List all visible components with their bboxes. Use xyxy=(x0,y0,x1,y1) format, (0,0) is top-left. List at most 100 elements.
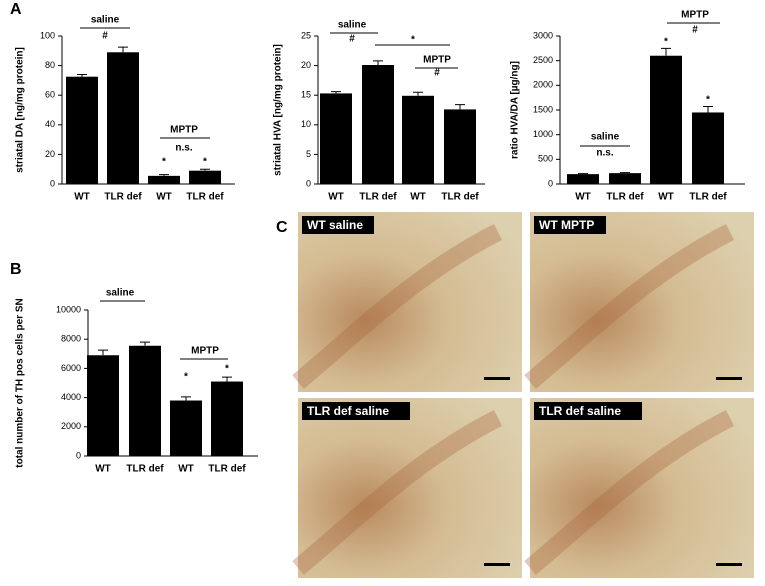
micrograph-label: TLR def saline xyxy=(539,404,621,418)
error-bar xyxy=(181,397,191,401)
annotation: * xyxy=(706,95,710,106)
panel-label: C xyxy=(276,219,288,236)
x-tick-label: TLR def xyxy=(441,192,479,203)
y-tick-label: 0 xyxy=(548,178,553,188)
error-bar xyxy=(331,92,341,94)
annotation: # xyxy=(102,31,108,42)
x-tick-label: TLR def xyxy=(606,192,644,203)
error-bar xyxy=(77,74,87,76)
x-tick-label: TLR def xyxy=(186,192,224,203)
bar xyxy=(567,174,599,184)
y-tick-label: 20 xyxy=(301,60,311,70)
y-tick-label: 5 xyxy=(306,149,311,159)
y-axis-label: striatal DA [ng/mg protein] xyxy=(15,47,26,173)
y-tick-label: 15 xyxy=(301,90,311,100)
y-tick-label: 4000 xyxy=(61,392,81,402)
x-tick-label: WT xyxy=(328,192,344,203)
y-tick-label: 100 xyxy=(40,30,55,40)
error-bar xyxy=(661,48,671,55)
error-bar xyxy=(98,350,108,355)
y-tick-label: 2500 xyxy=(533,55,553,65)
x-tick-label: WT xyxy=(575,192,591,203)
x-tick-label: WT xyxy=(658,192,674,203)
bar xyxy=(87,355,119,456)
x-tick-label: WT xyxy=(95,464,111,475)
annotation: saline xyxy=(338,20,367,31)
bar xyxy=(444,109,476,184)
x-tick-label: WT xyxy=(156,192,172,203)
annotation: MPTP xyxy=(191,346,219,357)
annotation: n.s. xyxy=(596,148,613,159)
annotation: # xyxy=(349,34,355,45)
y-tick-label: 500 xyxy=(538,154,553,164)
y-axis-label: ratio HVA/DA [µg/ng] xyxy=(510,61,521,159)
error-bar xyxy=(140,342,150,346)
annotation: MPTP xyxy=(170,125,198,136)
x-tick-label: WT xyxy=(410,192,426,203)
y-tick-label: 40 xyxy=(45,119,55,129)
y-tick-label: 20 xyxy=(45,149,55,159)
x-tick-label: WT xyxy=(74,192,90,203)
bar xyxy=(66,77,98,184)
y-tick-label: 2000 xyxy=(61,421,81,431)
micrograph-label: TLR def saline xyxy=(307,404,389,418)
y-tick-label: 0 xyxy=(50,178,55,188)
y-tick-label: 1500 xyxy=(533,104,553,114)
y-tick-label: 10 xyxy=(301,119,311,129)
bar xyxy=(650,56,682,184)
annotation: * xyxy=(664,37,668,48)
annotation: * xyxy=(162,157,166,168)
error-bar xyxy=(455,105,465,110)
y-axis-label: striatal HVA [ng/mg protein] xyxy=(273,44,284,176)
annotation: saline xyxy=(106,288,135,299)
error-bar xyxy=(703,107,713,113)
x-tick-label: TLR def xyxy=(126,464,164,475)
x-tick-label: TLR def xyxy=(104,192,142,203)
panel-label: A xyxy=(10,1,22,18)
annotation: saline xyxy=(91,15,120,26)
error-bar xyxy=(200,169,210,170)
error-bar xyxy=(159,175,169,176)
annotation: * xyxy=(411,35,415,46)
scale-bar xyxy=(716,377,742,380)
bar xyxy=(148,176,180,184)
annotation: * xyxy=(184,372,188,383)
error-bar xyxy=(373,61,383,65)
scale-bar xyxy=(484,563,510,566)
bar xyxy=(320,93,352,184)
micrograph-label: WT MPTP xyxy=(539,218,594,232)
bar xyxy=(129,346,161,456)
bar xyxy=(170,401,202,456)
y-tick-label: 6000 xyxy=(61,363,81,373)
y-tick-label: 1000 xyxy=(533,129,553,139)
error-bar xyxy=(118,47,128,52)
y-tick-label: 3000 xyxy=(533,30,553,40)
annotation: # xyxy=(692,25,698,36)
annotation: n.s. xyxy=(175,143,192,154)
error-bar xyxy=(222,377,232,381)
annotation: MPTP xyxy=(681,10,709,21)
annotation: saline xyxy=(591,132,620,143)
bar xyxy=(402,96,434,184)
y-tick-label: 0 xyxy=(306,178,311,188)
annotation: * xyxy=(225,364,229,375)
bar xyxy=(362,65,394,184)
bar xyxy=(211,382,243,456)
y-tick-label: 60 xyxy=(45,90,55,100)
bar xyxy=(692,112,724,184)
annotation: # xyxy=(434,68,440,79)
scale-bar xyxy=(716,563,742,566)
y-tick-label: 80 xyxy=(45,60,55,70)
x-tick-label: TLR def xyxy=(359,192,397,203)
y-tick-label: 10000 xyxy=(56,304,81,314)
y-tick-label: 8000 xyxy=(61,334,81,344)
micrograph-label: WT saline xyxy=(307,218,363,232)
y-tick-label: 2000 xyxy=(533,80,553,90)
x-tick-label: TLR def xyxy=(689,192,727,203)
bar xyxy=(189,171,221,184)
bar xyxy=(609,173,641,184)
y-tick-label: 25 xyxy=(301,30,311,40)
error-bar xyxy=(413,92,423,96)
y-axis-label: total number of TH pos cells per SN xyxy=(15,298,26,467)
